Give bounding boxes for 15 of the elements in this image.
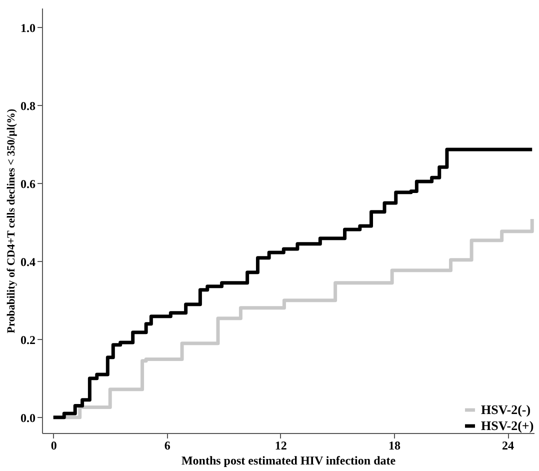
x-tick-label: 24	[502, 438, 514, 452]
x-tick-label: 18	[388, 438, 400, 452]
y-tick-label: 0.0	[20, 410, 36, 425]
y-tick-label: 0.6	[20, 176, 36, 191]
legend-label: HSV-2(-)	[481, 402, 531, 417]
x-axis-title: Months post estimated HIV infection date	[181, 454, 396, 468]
y-tick-label: 0.2	[20, 332, 36, 347]
x-tick-label: 0	[50, 438, 57, 452]
y-axis-title: Probability of CD4+T cells declines < 350/µl(%)	[6, 108, 18, 334]
legend-label: HSV-2(+)	[481, 418, 534, 433]
y-tick-label: 0.8	[20, 98, 36, 113]
y-tick-label: 1.0	[20, 20, 36, 35]
x-tick-label: 12	[274, 438, 287, 452]
y-tick-label: 0.4	[20, 254, 36, 269]
x-tick-label: 6	[164, 438, 170, 452]
